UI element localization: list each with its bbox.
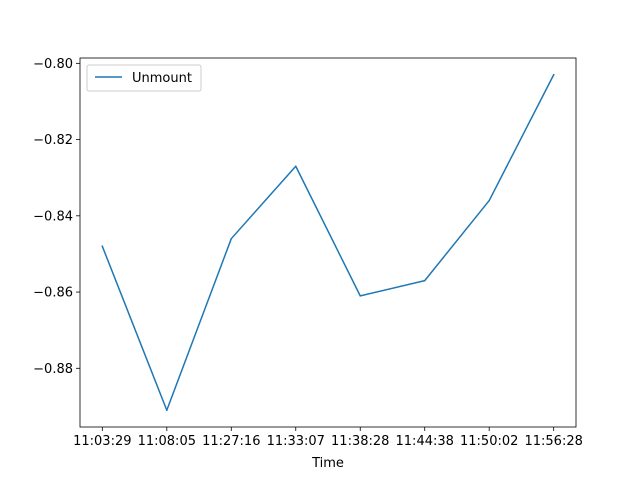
y-tick-label: −0.82 (33, 133, 73, 148)
x-tick-label: 11:56:28 (524, 434, 582, 449)
y-tick-label: −0.84 (33, 209, 73, 224)
x-tick-label: 11:08:05 (138, 434, 196, 449)
legend-box (86, 64, 202, 92)
data-point (101, 245, 104, 248)
x-tick-label: 11:27:16 (202, 434, 260, 449)
data-point (488, 199, 490, 202)
legend: Unmount (86, 64, 202, 92)
data-point (166, 409, 168, 411)
y-tick-label: −0.88 (33, 362, 73, 377)
x-axis-label: Time (311, 456, 344, 471)
x-tick-label: 11:33:07 (267, 434, 325, 449)
plot-frame (79, 57, 577, 428)
axis-ticks: 11:03:29 11:08:05 11:27:16 11:33:07 11:38:28… (33, 57, 583, 449)
x-tick-label: 11:50:02 (460, 434, 518, 449)
data-point (295, 165, 297, 168)
series-layer (101, 73, 555, 411)
data-point (552, 74, 555, 76)
x-tick-label: 11:03:29 (73, 434, 131, 449)
data-point (423, 279, 426, 282)
series-line-0 (101, 73, 555, 411)
y-tick-label: −0.86 (33, 286, 73, 301)
x-tick-label: 11:44:38 (396, 434, 454, 449)
y-tick-label: −0.80 (33, 57, 73, 72)
data-point (230, 237, 233, 240)
data-point (359, 295, 361, 297)
x-tick-label: 11:38:28 (331, 434, 389, 449)
legend-entry-label: Unmount (132, 71, 192, 86)
